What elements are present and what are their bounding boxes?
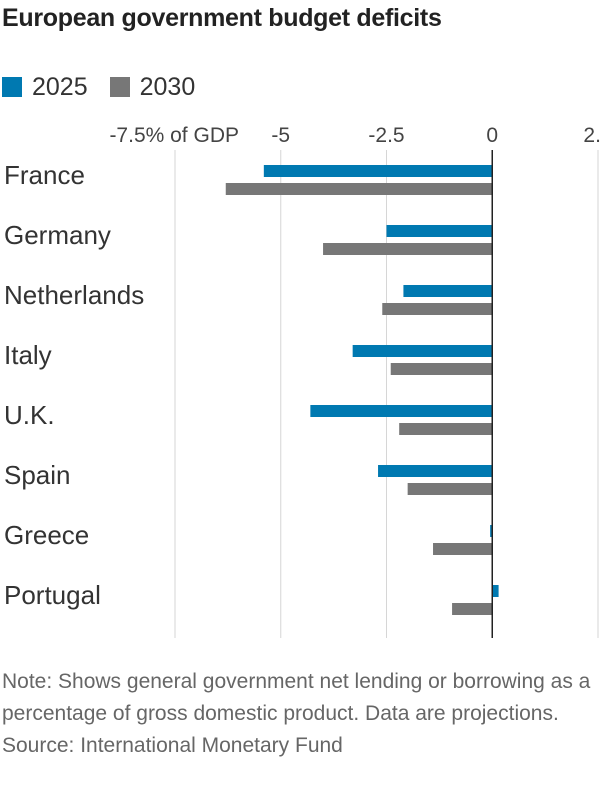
legend-swatch-2025 bbox=[2, 77, 22, 97]
bar-2030-italy bbox=[390, 363, 493, 375]
bar-2030-france bbox=[225, 183, 493, 195]
legend-item-2030: 2030 bbox=[109, 72, 196, 102]
bar-2025-u-k- bbox=[310, 405, 493, 417]
category-label: Portugal bbox=[4, 580, 101, 610]
category-label: Spain bbox=[4, 460, 71, 490]
bar-2025-portugal bbox=[492, 585, 499, 597]
legend-swatch-2030 bbox=[109, 77, 130, 97]
category-label: Netherlands bbox=[4, 280, 144, 310]
bar-2025-spain bbox=[378, 465, 493, 477]
x-tick-label: -5 bbox=[271, 124, 290, 147]
chart-note: Note: Shows general government net lendi… bbox=[2, 670, 591, 725]
bar-2025-italy bbox=[352, 345, 493, 357]
bar-2030-greece bbox=[433, 543, 493, 555]
x-tick-label: -2.5 bbox=[368, 124, 404, 147]
chart-title: European government budget deficits bbox=[2, 4, 442, 32]
category-label: Italy bbox=[4, 340, 52, 370]
bar-2030-portugal bbox=[452, 603, 493, 615]
bar-2025-netherlands bbox=[403, 285, 493, 297]
bar-2030-spain bbox=[407, 483, 493, 495]
chart-footer: Note: Shows general government net lendi… bbox=[2, 666, 592, 762]
x-tick-label: 2.5 bbox=[583, 124, 600, 147]
bar-2025-germany bbox=[386, 225, 493, 237]
category-label: Greece bbox=[4, 520, 89, 550]
category-label: Germany bbox=[4, 220, 111, 250]
legend-label-2025: 2025 bbox=[32, 72, 88, 101]
bar-2030-netherlands bbox=[382, 303, 493, 315]
category-label: U.K. bbox=[4, 400, 55, 430]
x-tick-label: 0 bbox=[486, 124, 498, 147]
chart-source: Source: International Monetary Fund bbox=[2, 734, 343, 757]
bar-chart: -7.5% of GDP -5 -2.5 0 2.5 France Germany Nethe… bbox=[4, 124, 600, 638]
bar-2030-u-k- bbox=[399, 423, 493, 435]
legend: 2025 2030 bbox=[2, 72, 217, 102]
x-tick-label: -7.5% of GDP bbox=[109, 124, 239, 147]
legend-label-2030: 2030 bbox=[139, 72, 196, 101]
category-label: France bbox=[4, 160, 85, 190]
bar-2025-france bbox=[263, 165, 493, 177]
legend-item-2025: 2025 bbox=[2, 73, 88, 102]
bar-2025-greece bbox=[490, 525, 493, 537]
bar-2030-germany bbox=[323, 243, 493, 255]
